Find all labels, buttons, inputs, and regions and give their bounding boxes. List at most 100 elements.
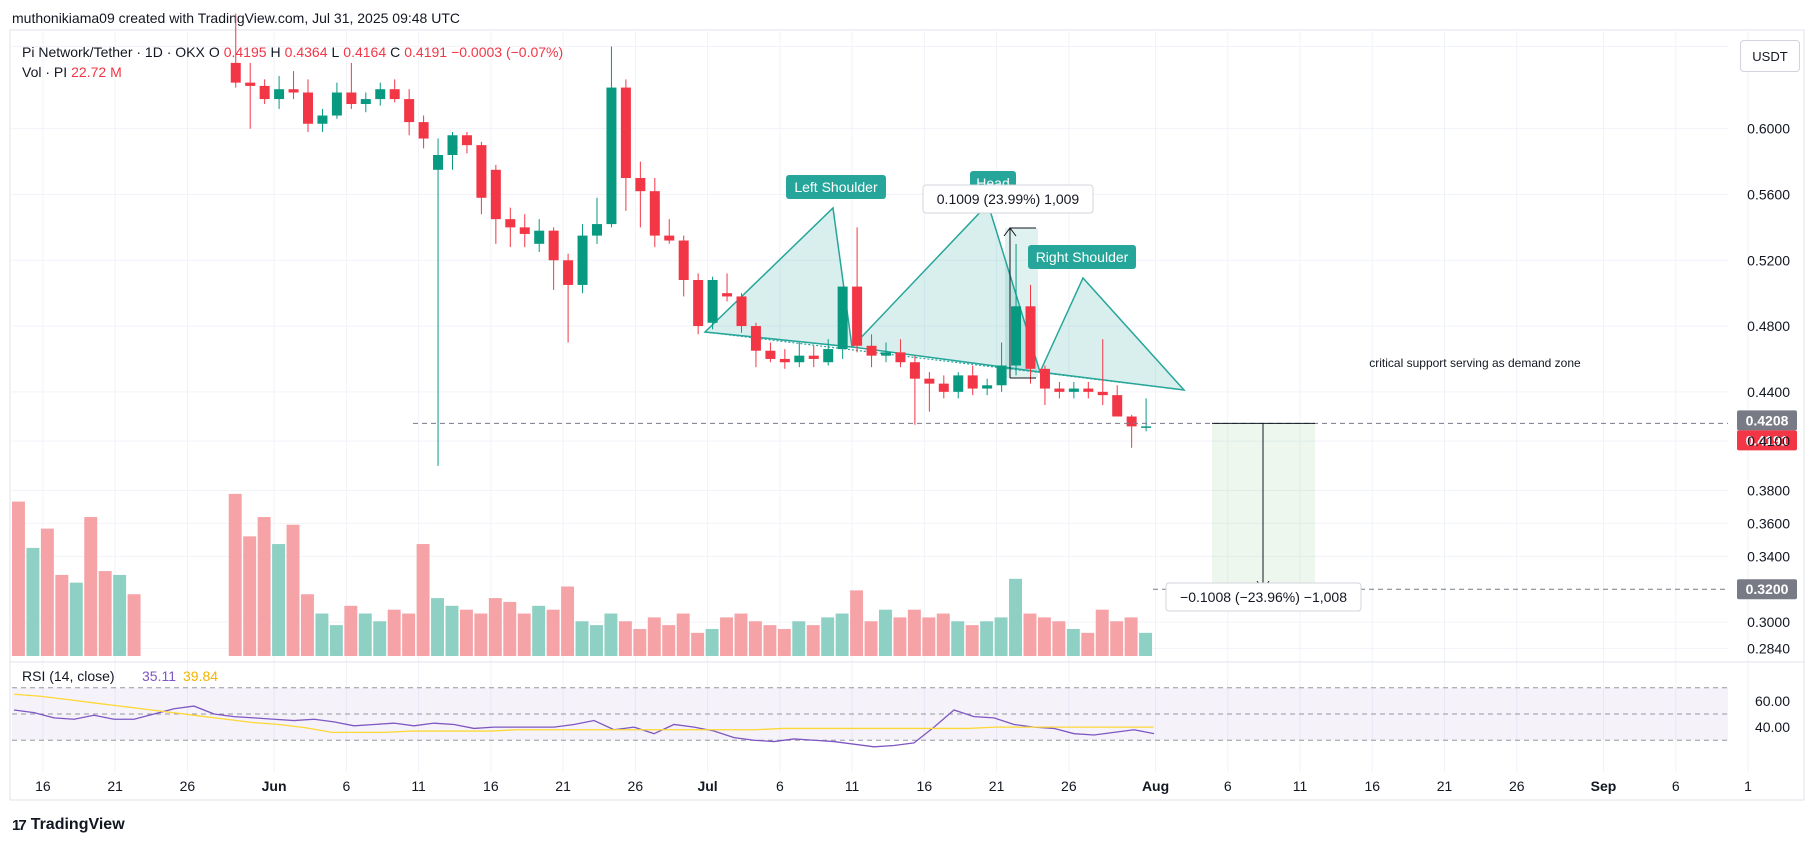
volume-bar <box>69 582 83 656</box>
symbol-label[interactable]: Pi Network/Tether · 1D · OKX <box>22 44 205 60</box>
chart-grid <box>9 29 1805 801</box>
volume-bar <box>590 625 603 656</box>
volume-value: 22.72 M <box>71 64 122 80</box>
candle-body <box>447 135 458 155</box>
currency-button[interactable]: USDT <box>1740 40 1800 72</box>
x-tick-label: Sep <box>1591 778 1617 794</box>
x-tick-label: 21 <box>555 778 571 794</box>
low-label: L <box>331 44 340 60</box>
volume-bar <box>517 613 531 656</box>
x-tick-label: 26 <box>628 778 644 794</box>
x-tick-label: 6 <box>1672 778 1680 794</box>
candle-body <box>967 375 978 389</box>
volume-bar <box>662 625 676 656</box>
y-tick-label: 0.3800 <box>1747 483 1790 499</box>
volume-bar <box>445 605 459 656</box>
x-tick-label: 26 <box>1509 778 1525 794</box>
candle-body <box>577 235 588 285</box>
candle-body <box>1126 416 1137 427</box>
x-tick-label: 11 <box>1293 778 1308 794</box>
volume-bars <box>12 493 1153 656</box>
open-value: 0.4195 <box>223 44 267 60</box>
volume-bar <box>965 625 979 656</box>
volume-bar <box>503 601 517 656</box>
volume-bar <box>1023 613 1037 656</box>
volume-bar <box>113 574 127 656</box>
candle-body <box>750 326 761 351</box>
support-price-tag-text: 0.4208 <box>1746 412 1789 428</box>
candle-body <box>996 365 1007 386</box>
volume-bar <box>402 613 416 656</box>
right-shoulder-label: Right Shoulder <box>1028 245 1136 269</box>
tradingview-logo-icon: 17 <box>12 816 27 834</box>
high-label: H <box>270 44 281 60</box>
candle-body <box>736 296 747 327</box>
high-value: 0.4364 <box>284 44 328 60</box>
y-tick-label: 0.2840 <box>1747 640 1790 656</box>
volume-bar <box>879 609 892 656</box>
candle-body <box>881 352 891 356</box>
candle-body <box>1054 388 1065 392</box>
candle-body <box>360 99 371 105</box>
volume-bar <box>994 617 1008 656</box>
volume-bar <box>893 617 907 656</box>
candle-body <box>924 378 935 384</box>
volume-bar <box>431 598 444 656</box>
axes: 16 21 26 Jun 6 11 16 21 26 Jul 6 11 16 21 26 Aug 6 11 16 21… <box>35 38 1790 794</box>
candle-body <box>765 350 776 359</box>
y-tick-label: 0.4400 <box>1747 384 1790 400</box>
candle-body <box>490 169 501 220</box>
ohlc-legend: Pi Network/Tether · 1D · OKX O 0.4195 H 0.… <box>22 44 563 60</box>
volume-bar <box>301 594 314 656</box>
volume-bar <box>416 544 430 656</box>
candle-body <box>548 230 559 261</box>
volume-bar <box>734 613 748 656</box>
candle-body <box>505 219 516 228</box>
volume-bar <box>1095 609 1109 656</box>
candle-body <box>837 286 848 350</box>
measure-down-label-text: −0.1008 (−23.96%) −1,008 <box>1180 589 1347 605</box>
volume-bar <box>40 528 54 656</box>
tradingview-logo[interactable]: 17 TradingView <box>12 816 125 834</box>
candle-body <box>1039 368 1050 389</box>
candle-body <box>317 115 328 124</box>
y-tick-label: 0.3400 <box>1747 548 1790 564</box>
candle-body <box>331 92 342 116</box>
volume-bar <box>980 621 994 656</box>
volume-bar <box>474 613 488 656</box>
rsi-pane: RSI (14, close) 35.11 39.84 <box>12 668 1728 748</box>
rsi-tick-label: 60.00 <box>1755 693 1790 709</box>
candle-body <box>866 345 877 356</box>
y-tick-label: 0.4100 <box>1747 433 1790 449</box>
candle-body <box>1112 395 1123 417</box>
candle-body <box>274 89 285 100</box>
volume-bar <box>344 605 358 656</box>
candle-body <box>303 92 313 124</box>
candle-body <box>895 352 906 363</box>
y-tick-label: 0.3600 <box>1747 515 1790 531</box>
volume-bar <box>835 613 849 656</box>
x-tick-label: Jun <box>262 778 287 794</box>
candle-body <box>649 191 660 236</box>
volume-legend: Vol · PI 22.72 M <box>22 64 122 80</box>
measure-up-label: 0.1009 (23.99%) 1,009 <box>922 184 1094 214</box>
candle-body <box>404 99 415 123</box>
candle-body <box>1068 388 1079 392</box>
candle-body <box>418 122 429 139</box>
volume-bar <box>850 590 864 656</box>
volume-bar <box>1139 632 1153 656</box>
candle-body <box>808 355 819 359</box>
open-label: O <box>208 44 220 60</box>
x-tick-label: 21 <box>107 778 123 794</box>
candle-body <box>592 224 602 236</box>
volume-bar <box>561 586 575 656</box>
rsi-line <box>13 705 1155 748</box>
volume-bar <box>12 501 25 656</box>
volume-bar <box>792 621 806 656</box>
volume-bar <box>748 621 762 656</box>
x-tick-label: Jul <box>697 778 717 794</box>
volume-label[interactable]: Vol · PI <box>22 64 68 80</box>
volume-bar <box>286 524 300 656</box>
target-price-tag-bg <box>1737 579 1797 600</box>
